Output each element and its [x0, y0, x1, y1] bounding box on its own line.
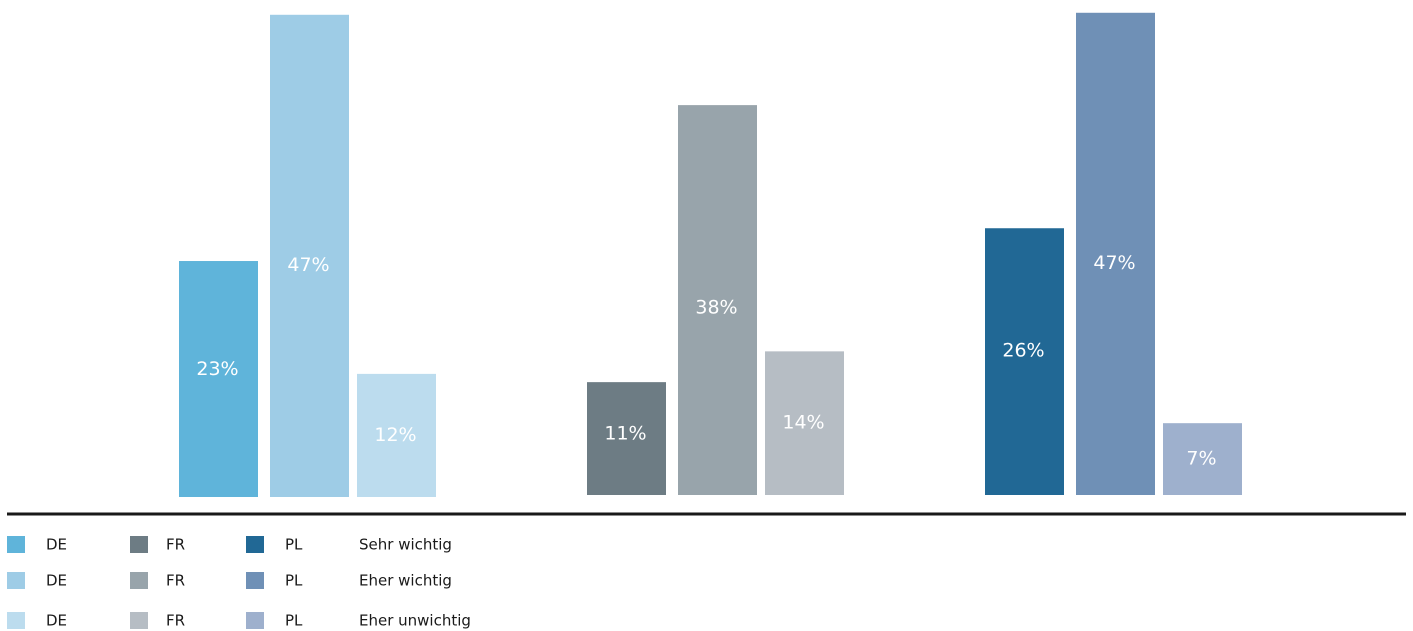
- legend-swatch-pl-1: [246, 536, 264, 553]
- legend-swatch-pl-3: [246, 612, 264, 629]
- bar-value-label: 47%: [1093, 252, 1135, 274]
- legend-swatch-pl-2: [246, 572, 264, 589]
- legend-swatch-fr-1: [130, 536, 148, 553]
- bar-fr-3: [765, 351, 844, 495]
- legend-country-label: FR: [166, 536, 185, 554]
- bar-value-label: 12%: [374, 424, 416, 446]
- legend-category-label: Eher unwichtig: [359, 612, 471, 630]
- legend-country-label: PL: [285, 612, 303, 630]
- bar-value-label: 47%: [287, 254, 329, 276]
- legend-swatch-fr-3: [130, 612, 148, 629]
- bar-value-label: 7%: [1186, 448, 1216, 470]
- legend-country-label: DE: [46, 612, 67, 630]
- legend-country-label: FR: [166, 612, 185, 630]
- legend-swatch-de-1: [7, 536, 25, 553]
- bar-fr-1: [587, 382, 666, 495]
- legend-country-label: PL: [285, 536, 303, 554]
- legend-swatch-de-3: [7, 612, 25, 629]
- bar-de-1: [179, 261, 258, 497]
- legend-swatch-fr-2: [130, 572, 148, 589]
- bar-pl-1: [985, 228, 1064, 496]
- bar-value-label: 23%: [196, 358, 238, 380]
- bar-value-label: 14%: [782, 412, 824, 434]
- legend-country-label: PL: [285, 572, 303, 590]
- legend-country-label: DE: [46, 572, 67, 590]
- bar-fr-2: [678, 105, 757, 496]
- legend-category-label: Eher wichtig: [359, 572, 452, 590]
- legend-country-label: DE: [46, 536, 67, 554]
- legend-swatch-de-2: [7, 572, 25, 589]
- legend: DE FR PL Sehr wichtig DE FR PL Eher wichtig DE FR…: [7, 536, 471, 630]
- bars-layer: 23% 47% 12% 11% 38% 14% 26% 47% 7%: [179, 12, 1242, 498]
- bar-value-label: 38%: [695, 296, 737, 318]
- bar-value-label: 26%: [1002, 339, 1044, 361]
- bar-value-label: 11%: [604, 423, 646, 445]
- bar-de-3: [357, 373, 436, 497]
- bar-pl-2: [1076, 12, 1155, 496]
- bar-pl-3: [1163, 423, 1242, 495]
- bar-de-2: [270, 14, 349, 498]
- legend-country-label: FR: [166, 572, 185, 590]
- legend-category-label: Sehr wichtig: [359, 536, 452, 554]
